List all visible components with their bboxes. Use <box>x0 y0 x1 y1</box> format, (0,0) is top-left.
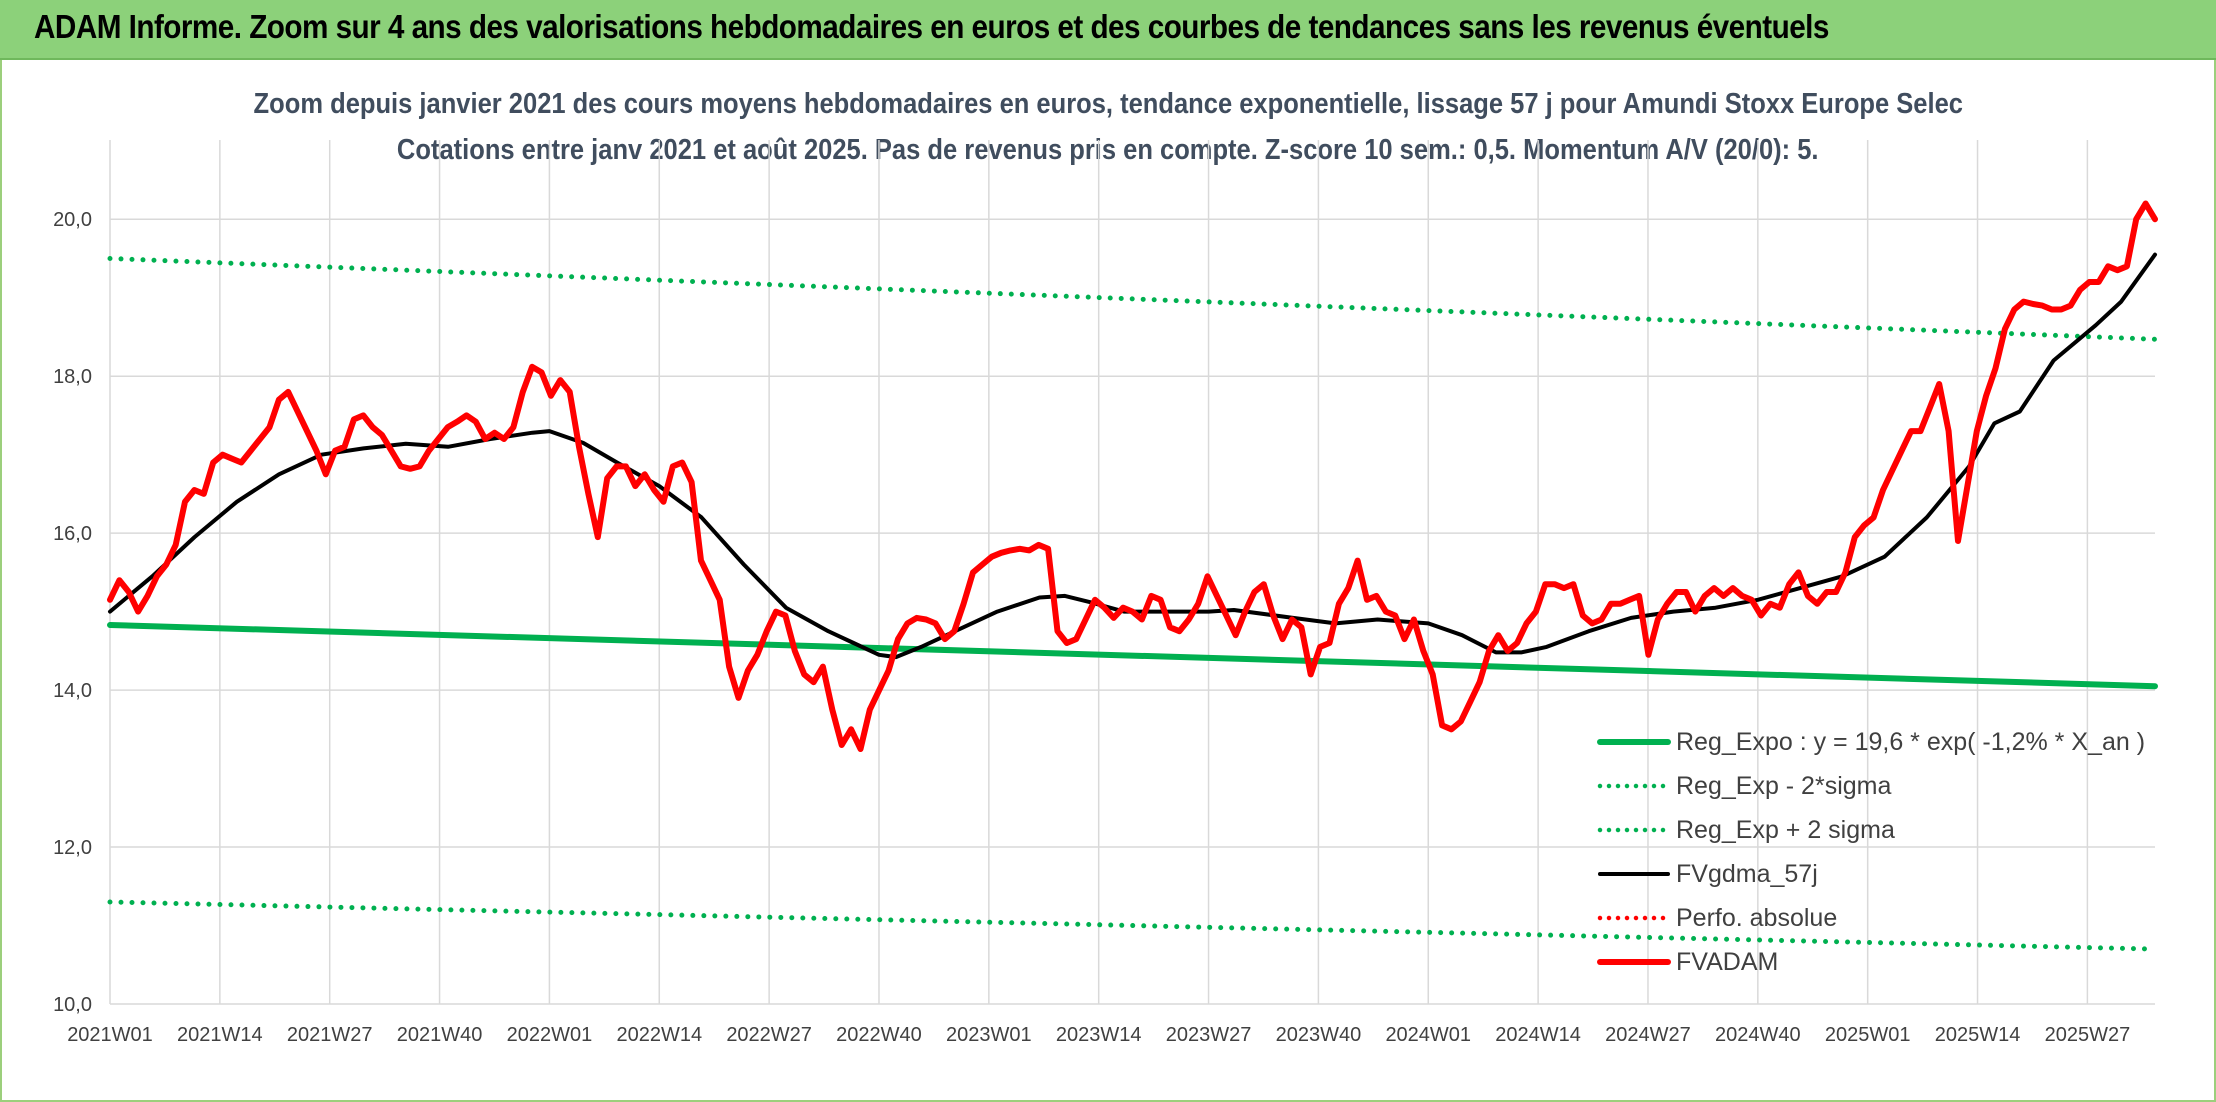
legend-label: Reg_Exp - 2*sigma <box>1676 772 1891 800</box>
x-tick-label: 2021W40 <box>397 1024 483 1046</box>
series-fvgdma-57j <box>108 252 2157 660</box>
x-tick-label: 2021W01 <box>67 1024 153 1046</box>
x-tick-label: 2023W27 <box>1166 1024 1252 1046</box>
y-tick-label: 18,0 <box>53 366 92 388</box>
x-tick-label: 2021W27 <box>287 1024 373 1046</box>
x-tick-label: 2024W14 <box>1495 1024 1581 1046</box>
x-tick-label: 2023W14 <box>1056 1024 1142 1046</box>
x-tick-label: 2025W01 <box>1825 1024 1911 1046</box>
y-tick-label: 14,0 <box>53 680 92 702</box>
x-tick-label: 2025W27 <box>2045 1024 2131 1046</box>
x-tick-label: 2022W40 <box>836 1024 922 1046</box>
x-tick-label: 2024W40 <box>1715 1024 1801 1046</box>
x-tick-label: 2024W27 <box>1605 1024 1691 1046</box>
y-tick-label: 16,0 <box>53 523 92 545</box>
x-tick-label: 2025W14 <box>1935 1024 2021 1046</box>
x-tick-label: 2023W01 <box>946 1024 1032 1046</box>
series-reg-expo-y-19-6-exp-1-2-x-an <box>107 622 2158 690</box>
y-tick-label: 10,0 <box>53 994 92 1016</box>
report-banner: ADAM Informe. Zoom sur 4 ans des valoris… <box>0 0 2216 60</box>
legend-label: Perfo. absolue <box>1676 904 1837 932</box>
x-tick-label: 2021W14 <box>177 1024 263 1046</box>
chart-title-line1: Zoom depuis janvier 2021 des cours moyen… <box>0 88 2216 121</box>
x-tick-label: 2022W01 <box>507 1024 593 1046</box>
x-tick-label: 2024W01 <box>1385 1024 1471 1046</box>
banner-title: ADAM Informe. Zoom sur 4 ans des valoris… <box>34 8 1829 45</box>
y-tick-label: 20,0 <box>53 209 92 231</box>
legend-label: Reg_Expo : y = 19,6 * exp( -1,2% * X_an … <box>1676 728 2145 756</box>
legend-label: FVgdma_57j <box>1676 860 1818 888</box>
series-fvadam <box>107 200 2158 752</box>
x-tick-label: 2022W14 <box>616 1024 702 1046</box>
legend-label: FVADAM <box>1676 948 1778 976</box>
series-reg-exp-2-sigma <box>107 899 2158 952</box>
series-reg-exp-2-sigma <box>107 256 2158 342</box>
x-tick-label: 2022W27 <box>726 1024 812 1046</box>
legend-label: Reg_Exp + 2 sigma <box>1676 816 1895 844</box>
x-tick-label: 2023W40 <box>1276 1024 1362 1046</box>
chart-title-line2-text: Cotations entre janv 2021 et août 2025. … <box>397 134 1819 166</box>
chart-title-line1-text: Zoom depuis janvier 2021 des cours moyen… <box>253 88 1963 120</box>
chart-title-line2: Cotations entre janv 2021 et août 2025. … <box>0 134 2216 167</box>
y-tick-label: 12,0 <box>53 837 92 859</box>
